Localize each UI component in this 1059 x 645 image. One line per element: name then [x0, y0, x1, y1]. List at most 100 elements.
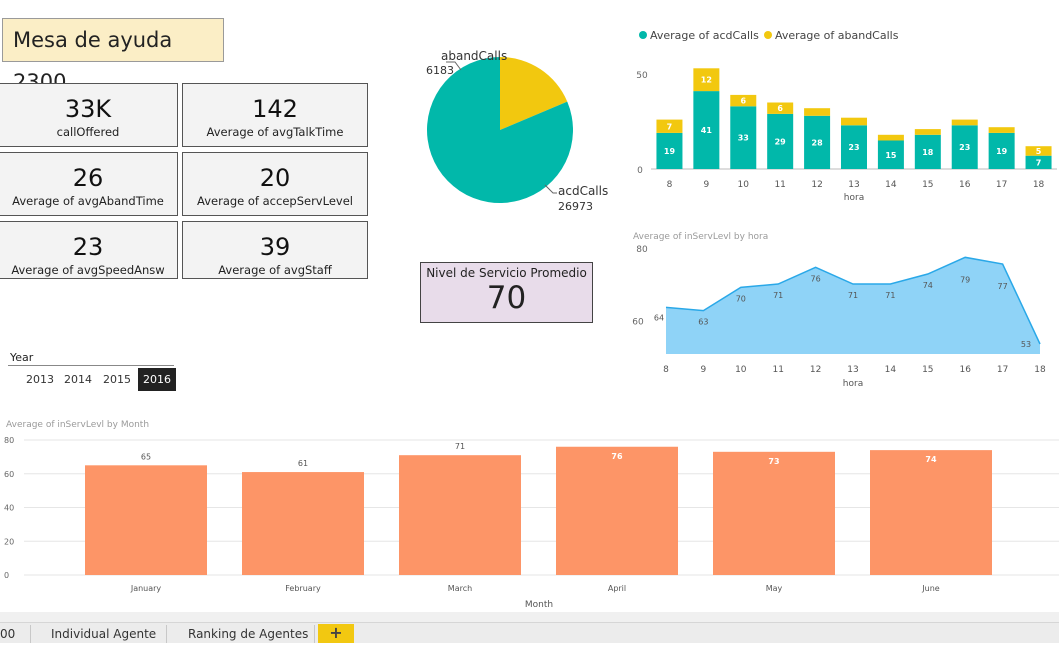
report-title: Mesa de ayuda 2300: [2, 18, 224, 94]
card-value: 39: [259, 233, 291, 261]
month-bar[interactable]: [556, 446, 678, 575]
stacked-bar-chart-calls[interactable]: Average of acdCalls Average of abandCall…: [620, 24, 1059, 210]
legend-marker-aband: [764, 31, 772, 39]
area-data-label: 63: [698, 318, 708, 327]
month-data-label: 65: [141, 452, 151, 461]
card-avg-aband-time[interactable]: 26 Average of avgAbandTime: [0, 152, 178, 216]
card-accep-serv-level[interactable]: 20 Average of accepServLevel: [182, 152, 368, 216]
x-tick-label: 12: [811, 180, 822, 190]
month-data-label: 76: [611, 452, 623, 461]
card-value: 26: [72, 164, 104, 192]
pie-label-aband: abandCalls: [441, 49, 507, 63]
x-tick-label: 11: [774, 180, 785, 190]
bar-aband[interactable]: [951, 119, 978, 126]
card-avg-talk-time[interactable]: 142 Average of avgTalkTime: [182, 83, 368, 147]
kpi-label: Nivel de Servicio Promedio: [426, 266, 587, 280]
bar-aband[interactable]: [877, 134, 904, 141]
bar-data-label: 15: [885, 151, 897, 160]
bar-aband[interactable]: [914, 129, 941, 135]
kpi-value: 70: [486, 280, 527, 316]
bar-data-label: 12: [701, 76, 712, 85]
bar-aband[interactable]: [1025, 146, 1052, 156]
bar-acd[interactable]: [951, 125, 978, 169]
bar-aband[interactable]: [804, 108, 831, 116]
x-tick-label: 9: [703, 180, 709, 190]
x-tick-label: 14: [885, 365, 897, 375]
pie-slice-abandCalls[interactable]: [500, 57, 568, 130]
bar-acd[interactable]: [1025, 155, 1052, 169]
legend-label-aband: Average of abandCalls: [775, 29, 899, 42]
bar-chart-servlevel-month[interactable]: Average of inServLevl by Month 0 20 40 60 80…: [0, 414, 1059, 610]
card-label: Average of avgStaff: [218, 263, 332, 277]
pie-value-acd: 26973: [558, 200, 593, 213]
bar-aband[interactable]: [767, 102, 794, 114]
bar-data-label: 6: [740, 97, 746, 106]
bar-acd[interactable]: [767, 113, 794, 169]
bar-data-label: 33: [738, 134, 749, 143]
month-data-label: 74: [925, 455, 937, 464]
bar-aband[interactable]: [988, 127, 1015, 133]
y-tick-label: 40: [4, 504, 14, 513]
card-avg-staff[interactable]: 39 Average of avgStaff: [182, 221, 368, 279]
bar-aband[interactable]: [730, 94, 757, 107]
card-call-offered[interactable]: 33K callOffered: [0, 83, 178, 147]
service-level-kpi[interactable]: Nivel de Servicio Promedio 70: [420, 262, 593, 323]
slicer-year-2015[interactable]: 2015: [103, 373, 131, 386]
card-value: 33K: [64, 95, 112, 123]
x-tick-label: March: [448, 584, 472, 593]
x-tick-label: 15: [922, 365, 933, 375]
month-bar[interactable]: [399, 455, 521, 575]
bar-aband[interactable]: [841, 117, 867, 126]
pie-chart-calls[interactable]: abandCalls 6183 acdCalls 26973: [360, 40, 620, 220]
y-tick-label: 80: [4, 436, 14, 445]
tab-individual-agente[interactable]: Individual Agente: [51, 627, 157, 641]
y-tick-label: 0: [4, 571, 9, 580]
x-axis-title: Month: [525, 600, 553, 610]
card-label: Average of avgSpeedAnsw: [11, 263, 165, 277]
bar-aband[interactable]: [693, 68, 720, 92]
area-line[interactable]: [665, 256, 1041, 345]
x-tick-label: April: [608, 584, 626, 593]
bar-acd[interactable]: [804, 115, 831, 169]
slicer-year-2016[interactable]: 2016: [138, 368, 176, 391]
slicer-year-2013[interactable]: 2013: [26, 373, 54, 386]
card-label: Average of avgAbandTime: [12, 194, 164, 208]
bar-acd[interactable]: [730, 106, 757, 169]
month-bar[interactable]: [713, 451, 835, 575]
area-data-label: 53: [1021, 340, 1031, 349]
tab-ranking-agentes[interactable]: Ranking de Agentes: [188, 627, 309, 641]
area-data-label: 79: [960, 275, 970, 284]
bar-acd[interactable]: [656, 132, 683, 169]
horizontal-scrollbar[interactable]: [0, 612, 1059, 622]
slicer-divider: [8, 365, 174, 366]
tab-page-1[interactable]: 00: [0, 627, 16, 641]
tab-divider: [166, 625, 167, 643]
month-bar[interactable]: [242, 472, 364, 575]
bar-data-label: 23: [848, 143, 859, 152]
bar-data-label: 5: [1036, 147, 1042, 156]
month-bar[interactable]: [85, 465, 207, 575]
pie-slice-acdCalls[interactable]: [427, 56, 573, 203]
x-tick-label: 10: [735, 365, 747, 375]
month-bar[interactable]: [870, 450, 992, 575]
add-page-button[interactable]: +: [318, 624, 354, 643]
card-avg-speed-answ[interactable]: 23 Average of avgSpeedAnsw: [0, 221, 178, 279]
bar-acd[interactable]: [877, 140, 904, 170]
area-data-label: 71: [773, 291, 783, 300]
bar-acd[interactable]: [693, 91, 720, 169]
slicer-year-2014[interactable]: 2014: [64, 373, 92, 386]
month-data-label: 73: [768, 457, 779, 466]
bar-aband[interactable]: [656, 119, 683, 133]
area-data-label: 71: [885, 291, 895, 300]
legend-label-acd: Average of acdCalls: [650, 29, 759, 42]
pie-label-acd: acdCalls: [558, 184, 608, 198]
bar-data-label: 41: [701, 126, 713, 135]
x-tick-label: 8: [667, 180, 673, 190]
bar-acd[interactable]: [841, 125, 867, 169]
x-tick-label: 10: [738, 180, 750, 190]
bar-data-label: 18: [922, 148, 934, 157]
x-tick-label: 18: [1034, 365, 1046, 375]
area-chart-servlevel-hora[interactable]: Average of inServLevl by hora 80 60 64 8 63 9…: [628, 226, 1059, 392]
bar-acd[interactable]: [914, 134, 941, 169]
bar-acd[interactable]: [988, 132, 1015, 169]
